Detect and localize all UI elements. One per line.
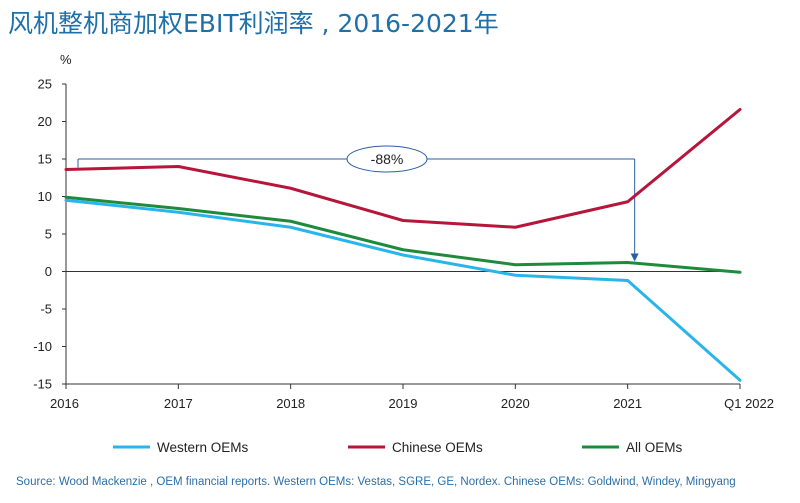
y-tick-label: 20 [38, 114, 52, 129]
annotation-oval [346, 145, 428, 173]
series-line-chinese-oems [64, 108, 742, 229]
annotation-label: -88% [371, 151, 404, 167]
annotation-arrow-head [630, 253, 639, 262]
y-tick-label: 15 [38, 152, 52, 167]
y-tick-label: -5 [40, 302, 52, 317]
source-note: Source: Wood Mackenzie , OEM financial r… [16, 476, 736, 488]
y-tick-label: -15 [33, 377, 52, 392]
x-tick-label: 2017 [164, 396, 193, 411]
chart-title: 风机整机商加权EBIT利润率 , 2016-2021年 [8, 9, 499, 38]
series-line-western-oems [64, 198, 742, 382]
y-tick-label: 10 [38, 189, 52, 204]
series-line-all-oems [64, 195, 742, 274]
y-tick-label: -10 [33, 339, 52, 354]
y-tick-label: 25 [38, 77, 52, 92]
x-tick-label: 2018 [276, 396, 305, 411]
y-tick-label: 5 [45, 227, 52, 242]
x-tick-label: 2021 [613, 396, 642, 411]
y-axis-unit: % [60, 52, 72, 67]
x-tick-label: 2016 [50, 396, 79, 411]
y-tick-label: 0 [45, 264, 52, 279]
legend-label: Chinese OEMs [392, 440, 483, 455]
x-tick-label: Q1 2022 [724, 396, 774, 411]
x-tick-label: 2020 [501, 396, 530, 411]
legend-label: All OEMs [626, 440, 683, 455]
x-tick-label: 2019 [389, 396, 418, 411]
legend-label: Western OEMs [157, 440, 249, 455]
